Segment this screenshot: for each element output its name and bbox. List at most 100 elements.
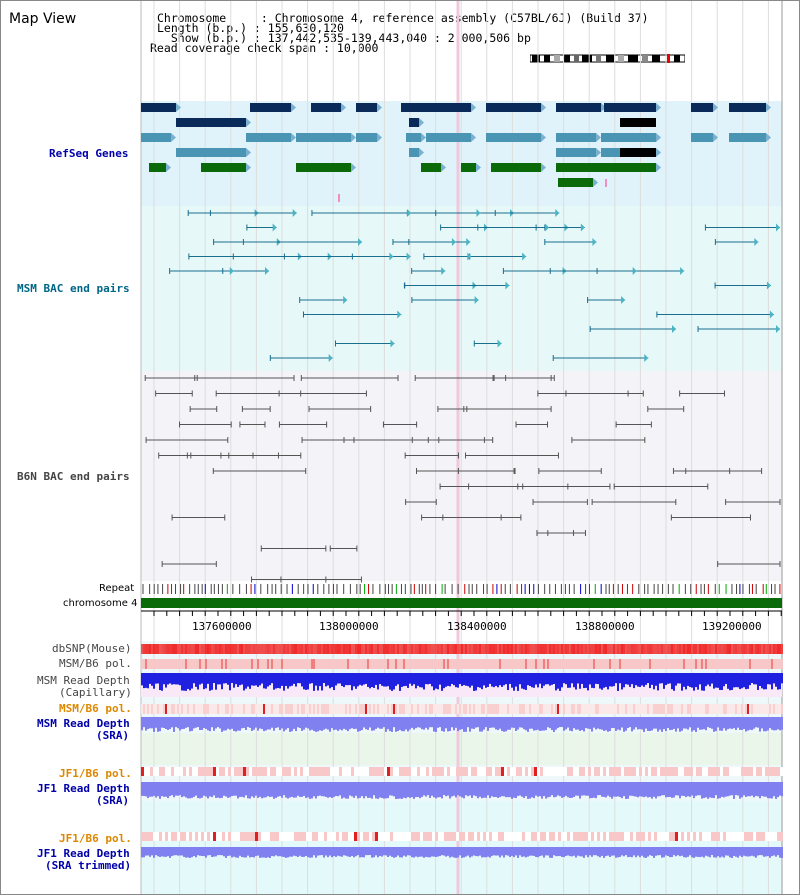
pol-density — [333, 832, 336, 841]
depth-bar — [741, 673, 743, 689]
depth-bar — [529, 673, 531, 687]
depth-bar — [583, 717, 585, 732]
depth-bar — [523, 717, 525, 730]
depth-bar — [713, 847, 715, 858]
depth-bar — [569, 847, 571, 857]
snp-density — [595, 644, 597, 654]
chromosome-ideogram-icon[interactable] — [530, 54, 685, 63]
pol-density — [253, 704, 255, 714]
track-label-jf1-depth-trimmed[interactable]: JF1 Read Depth — [37, 847, 130, 860]
depth-bar — [557, 847, 559, 857]
depth-bar — [153, 847, 155, 858]
depth-bar — [707, 673, 709, 685]
snp-density — [537, 644, 539, 654]
pol-density — [567, 659, 569, 669]
depth-bar — [639, 847, 641, 858]
pol-density — [549, 704, 551, 714]
pol-density — [663, 767, 666, 776]
depth-bar — [433, 782, 435, 798]
pol-density — [395, 704, 397, 714]
pol-density — [487, 659, 489, 669]
depth-bar — [437, 847, 439, 857]
pol-density — [445, 704, 447, 714]
depth-bar — [717, 717, 719, 728]
pol-density — [559, 659, 561, 669]
pol-density — [565, 704, 567, 714]
snp-density — [497, 644, 499, 654]
depth-bar — [611, 782, 613, 799]
pol-density — [765, 767, 768, 776]
depth-bar — [581, 673, 583, 684]
pol-density — [631, 704, 633, 714]
depth-bar — [361, 847, 363, 858]
track-label-msm-depth-sra[interactable]: MSM Read Depth — [37, 717, 130, 730]
pol-density — [315, 767, 318, 776]
pol-density — [459, 659, 461, 669]
track-label-dbsnp[interactable]: dbSNP(Mouse) — [52, 642, 132, 655]
msm-bac-arrow — [272, 223, 277, 232]
depth-bar — [185, 847, 187, 858]
pol-density — [697, 659, 699, 669]
track-label-chromosome[interactable]: chromosome 4 — [63, 598, 138, 609]
depth-bar — [545, 782, 547, 799]
pol-density — [525, 659, 527, 669]
depth-bar — [467, 717, 469, 728]
pol-density — [423, 659, 425, 669]
gene-exon — [356, 103, 377, 112]
track-label-jf1-b6-pol-1[interactable]: JF1/B6 pol. — [59, 767, 132, 780]
track-label-msm-bac[interactable]: MSM BAC end pairs — [17, 282, 130, 295]
track-label-jf1-depth-sra[interactable]: JF1 Read Depth — [37, 782, 130, 795]
depth-bar — [167, 717, 169, 731]
depth-bar — [771, 782, 773, 799]
pol-density — [579, 659, 581, 669]
pol-density — [495, 832, 498, 841]
depth-bar — [733, 782, 735, 799]
depth-bar — [259, 782, 261, 797]
snp-density — [713, 644, 715, 654]
depth-bar — [337, 847, 339, 856]
depth-bar — [705, 717, 707, 731]
depth-bar — [349, 673, 351, 686]
pol-density — [219, 832, 222, 841]
snp-density — [473, 644, 475, 654]
depth-bar — [141, 673, 143, 686]
snp-density — [743, 644, 745, 654]
pol-density — [355, 704, 357, 714]
depth-bar — [627, 717, 629, 729]
depth-bar — [197, 782, 199, 799]
depth-bar — [609, 847, 611, 857]
depth-bar — [721, 847, 723, 857]
depth-bar — [665, 782, 667, 798]
depth-bar — [191, 717, 193, 731]
pol-density — [541, 659, 543, 669]
snp-density — [399, 644, 401, 654]
pol-density — [365, 704, 367, 714]
depth-bar — [143, 782, 145, 797]
depth-bar — [615, 717, 617, 731]
track-label-jf1-b6-pol-2[interactable]: JF1/B6 pol. — [59, 832, 132, 845]
snp-density — [161, 644, 163, 654]
depth-bar — [755, 717, 757, 728]
pol-density — [627, 767, 630, 776]
track-label-msm-b6-pol-2[interactable]: MSM/B6 pol. — [59, 702, 132, 715]
snp-density — [507, 644, 509, 654]
track-label-msm-b6-pol-1[interactable]: MSM/B6 pol. — [59, 657, 132, 670]
pol-density — [273, 659, 275, 669]
depth-bar — [341, 847, 343, 857]
track-label-repeat[interactable]: Repeat — [99, 583, 135, 594]
depth-bar — [629, 673, 631, 687]
track-label-b6n-bac[interactable]: B6N BAC end pairs — [17, 470, 130, 483]
pol-density — [159, 832, 162, 841]
depth-bar — [567, 673, 569, 688]
pol-density — [720, 832, 723, 841]
snp-density — [659, 644, 661, 654]
pol-density — [347, 704, 349, 714]
depth-bar — [175, 782, 177, 796]
track-label-refseq[interactable]: RefSeq Genes — [49, 147, 129, 160]
depth-bar — [697, 673, 699, 690]
depth-bar — [303, 673, 305, 690]
depth-bar — [307, 782, 309, 798]
depth-bar — [737, 673, 739, 688]
track-label-msm-depth-capillary[interactable]: MSM Read Depth — [37, 674, 130, 687]
depth-bar — [517, 782, 519, 796]
